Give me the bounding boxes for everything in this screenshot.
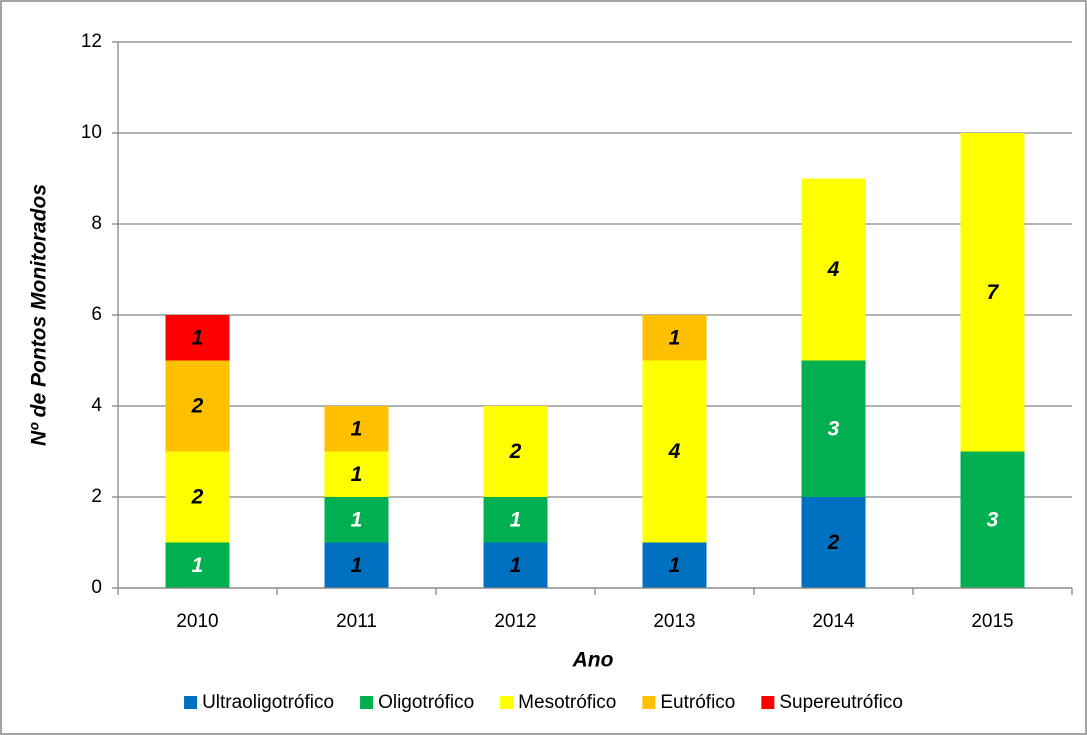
data-label: 4: [827, 258, 840, 281]
bar-segment: [165, 315, 230, 361]
x-tick-label: 2015: [971, 611, 1013, 632]
bar-segment: [801, 497, 866, 588]
bar-segment: [642, 542, 707, 588]
data-label: 1: [351, 508, 363, 531]
y-tick-label: 4: [91, 395, 102, 416]
legend-label: Ultraoligotrófico: [202, 692, 334, 713]
bar-segment: [483, 406, 548, 497]
data-label: 1: [669, 554, 681, 577]
x-tick-label: 2010: [176, 611, 218, 632]
legend-label: Eutrófico: [660, 692, 735, 713]
bar-segment: [960, 133, 1025, 452]
bar-segment: [642, 360, 707, 543]
x-axis-title: Ano: [572, 649, 614, 672]
data-label: 1: [510, 508, 522, 531]
legend-swatch: [761, 696, 775, 709]
data-label: 1: [351, 554, 363, 577]
x-tick-label: 2014: [812, 611, 855, 632]
data-label: 1: [669, 326, 681, 349]
data-label: 4: [668, 440, 681, 463]
bar-segment: [483, 542, 548, 588]
bar-segment: [165, 360, 230, 452]
data-label: 1: [351, 417, 363, 440]
data-label: 1: [192, 326, 204, 349]
x-tick-label: 2013: [653, 611, 695, 632]
bar-segment: [801, 360, 866, 497]
bar-segment: [960, 451, 1025, 588]
legend-swatch: [184, 696, 198, 709]
bar-segment: [324, 406, 389, 452]
legend-label: Supereutrófico: [779, 692, 903, 713]
bar-segment: [324, 451, 389, 497]
bar-segment: [483, 497, 548, 543]
y-tick-label: 0: [91, 577, 102, 598]
data-label: 1: [351, 463, 363, 486]
x-tick-label: 2011: [336, 611, 377, 632]
y-tick-label: 12: [81, 31, 102, 52]
data-label: 2: [509, 440, 522, 463]
data-label: 7: [987, 281, 1000, 304]
y-tick-label: 6: [91, 304, 102, 325]
legend-label: Oligotrófico: [378, 692, 474, 713]
data-label: 2: [191, 395, 204, 418]
bar-segment: [324, 542, 389, 588]
data-label: 2: [827, 531, 840, 554]
y-tick-label: 10: [81, 122, 102, 143]
data-label: 3: [828, 417, 840, 440]
data-label: 2: [191, 486, 204, 509]
data-label: 3: [987, 508, 999, 531]
bar-segment: [324, 497, 389, 543]
legend-label: Mesotrófico: [518, 692, 616, 713]
data-label: 1: [510, 554, 522, 577]
y-tick-label: 2: [91, 486, 102, 507]
legend-swatch: [360, 696, 374, 709]
bar-segment: [165, 542, 230, 588]
bar-segment: [801, 178, 866, 361]
y-axis-title: Nº de Pontos Monitorados: [28, 184, 51, 446]
legend-swatch: [642, 696, 656, 709]
x-tick-label: 2012: [494, 611, 536, 632]
bar-segment: [642, 315, 707, 361]
data-label: 1: [192, 554, 204, 577]
legend-swatch: [500, 696, 514, 709]
y-tick-label: 8: [91, 213, 102, 234]
bar-segment: [165, 451, 230, 543]
